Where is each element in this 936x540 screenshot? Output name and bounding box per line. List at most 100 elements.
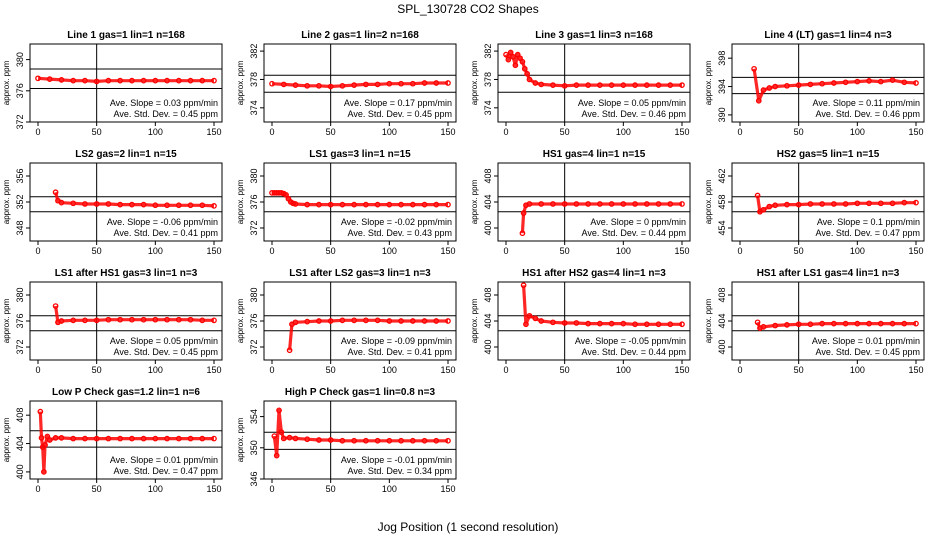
- plot-frame: [497, 43, 691, 123]
- x-tick-label: 100: [382, 365, 397, 375]
- chart-panel-14: High P Check gas=1 lin=0.8 n=3 0 50 100 150 3…: [236, 387, 457, 494]
- x-tick-label: 0: [503, 127, 508, 137]
- chart-panel-1: Line 1 gas=1 lin=1 n=168 0 50 100 150 372 376 3…: [2, 30, 223, 137]
- std-dev-annotation: Ave. Std. Dev. = 0.45 ppm: [348, 109, 452, 119]
- y-tick-label: 372: [15, 114, 25, 129]
- slope-annotation: Ave. Slope = 0 ppm/min: [590, 217, 686, 227]
- std-dev-annotation: Ave. Std. Dev. = 0.46 ppm: [816, 109, 920, 119]
- y-tick-label: 372: [249, 220, 259, 235]
- panel-title: HS1 gas=4 lin=1 n=15: [543, 149, 646, 160]
- y-tick-label: 374: [483, 100, 493, 115]
- chart-panel-13: Low P Check gas=1.2 lin=1 n=6 0 50 100 150 40…: [2, 387, 223, 494]
- panel-title: LS1 after HS1 gas=3 lin=1 n=3: [55, 268, 198, 279]
- x-tick-label: 100: [850, 127, 865, 137]
- std-dev-annotation: Ave. Std. Dev. = 0.44 ppm: [582, 228, 686, 238]
- x-tick-label: 100: [616, 246, 631, 256]
- x-tick-label: 150: [440, 127, 455, 137]
- y-axis-label: approx. ppm: [236, 179, 245, 224]
- data-series-line: [756, 195, 916, 214]
- x-tick-label: 50: [326, 246, 336, 256]
- y-tick-label: 372: [249, 339, 259, 354]
- panel-title: Low P Check gas=1.2 lin=1 n=6: [52, 387, 200, 398]
- y-axis-label: approx. ppm: [470, 60, 479, 105]
- chart-panel-12: HS1 after LS1 gas=4 lin=1 n=3 0 50 100 150 40…: [704, 268, 925, 375]
- x-tick-label: 150: [440, 484, 455, 494]
- x-tick-label: 50: [326, 365, 336, 375]
- y-tick-label: 380: [15, 287, 25, 302]
- y-tick-label: 390: [717, 107, 727, 122]
- panel-title: Line 2 gas=1 lin=2 n=168: [301, 30, 419, 41]
- slope-annotation: Ave. Slope = -0.02 ppm/min: [341, 217, 452, 227]
- x-tick-label: 0: [737, 127, 742, 137]
- data-series-line: [54, 191, 215, 208]
- slope-annotation: Ave. Slope = 0.11 ppm/min: [813, 98, 920, 108]
- data-series-line: [288, 318, 448, 351]
- data-series-line: [272, 191, 448, 207]
- slope-annotation: Ave. Slope = 0.1 ppm/min: [817, 217, 920, 227]
- y-tick-label: 408: [483, 287, 493, 302]
- slope-annotation: Ave. Slope = 0.03 ppm/min: [110, 98, 218, 108]
- data-series-line: [522, 285, 682, 326]
- chart-panels: Line 1 gas=1 lin=1 n=168 0 50 100 150 372 376 3…: [2, 30, 925, 494]
- x-tick-label: 150: [908, 365, 923, 375]
- figure-title: SPL_130728 CO2 Shapes: [397, 2, 538, 16]
- data-series-line: [752, 68, 917, 103]
- x-tick-label: 100: [148, 127, 163, 137]
- x-tick-label: 100: [148, 484, 163, 494]
- y-tick-label: 404: [717, 313, 727, 328]
- y-tick-label: 352: [15, 194, 25, 209]
- x-tick-label: 50: [92, 127, 102, 137]
- x-tick-label: 150: [206, 246, 221, 256]
- y-tick-label: 400: [483, 220, 493, 235]
- data-series-line: [54, 305, 214, 324]
- x-tick-label: 100: [850, 365, 865, 375]
- chart-panel-9: LS1 after HS1 gas=3 lin=1 n=3 0 50 100 150 37…: [2, 268, 223, 375]
- data-series-line: [756, 321, 916, 330]
- x-tick-label: 100: [616, 365, 631, 375]
- chart-panel-3: Line 3 gas=1 lin=3 n=168 0 50 100 150 374 378 3…: [470, 30, 691, 137]
- slope-annotation: Ave. Slope = -0.01 ppm/min: [341, 455, 452, 465]
- chart-panel-10: LS1 after LS2 gas=3 lin=1 n=3 0 50 100 150 37…: [236, 268, 457, 375]
- plot-frame: [263, 400, 457, 480]
- y-tick-label: 400: [483, 339, 493, 354]
- std-dev-annotation: Ave. Std. Dev. = 0.45 ppm: [114, 109, 218, 119]
- std-dev-annotation: Ave. Std. Dev. = 0.45 ppm: [114, 347, 218, 357]
- panel-title: HS1 after LS1 gas=4 lin=1 n=3: [757, 268, 900, 279]
- std-dev-annotation: Ave. Std. Dev. = 0.47 ppm: [114, 466, 218, 476]
- x-tick-label: 150: [206, 127, 221, 137]
- plot-frame: [29, 400, 223, 480]
- chart-panel-4: Line 4 (LT) gas=1 lin=4 n=3 0 50 100 150 390 3…: [704, 30, 925, 137]
- data-series-line: [504, 50, 682, 88]
- chart-panel-5: LS2 gas=2 lin=1 n=15 0 50 100 150 348 352 356 ap…: [2, 149, 223, 256]
- slope-annotation: Ave. Slope = 0.05 ppm/min: [578, 98, 686, 108]
- data-series-line: [37, 76, 214, 84]
- x-tick-label: 0: [269, 484, 274, 494]
- slope-annotation: Ave. Slope = -0.09 ppm/min: [341, 336, 452, 346]
- x-tick-label: 0: [35, 246, 40, 256]
- y-tick-label: 404: [15, 436, 25, 451]
- slope-annotation: Ave. Slope = 0.17 ppm/min: [344, 98, 452, 108]
- y-axis-label: approx. ppm: [704, 298, 713, 343]
- y-tick-label: 454: [717, 220, 727, 235]
- panel-title: HS1 after HS2 gas=4 lin=1 n=3: [522, 268, 666, 279]
- y-tick-label: 376: [249, 194, 259, 209]
- y-axis-label: approx. ppm: [236, 417, 245, 462]
- x-tick-label: 0: [35, 127, 40, 137]
- data-series-line: [272, 408, 448, 458]
- y-tick-label: 372: [15, 339, 25, 354]
- std-dev-annotation: Ave. Std. Dev. = 0.44 ppm: [582, 347, 686, 357]
- x-tick-label: 50: [560, 246, 570, 256]
- y-axis-label: approx. ppm: [236, 60, 245, 105]
- panel-title: High P Check gas=1 lin=0.8 n=3: [285, 387, 436, 398]
- x-tick-label: 0: [269, 246, 274, 256]
- x-tick-label: 150: [206, 365, 221, 375]
- chart-panel-7: HS1 gas=4 lin=1 n=15 0 50 100 150 400 404 408 ap…: [470, 149, 691, 256]
- panel-title: Line 4 (LT) gas=1 lin=4 n=3: [764, 30, 892, 41]
- x-tick-label: 100: [148, 246, 163, 256]
- plot-frame: [731, 43, 925, 123]
- x-tick-label: 0: [503, 365, 508, 375]
- slope-annotation: Ave. Slope = 0.01 ppm/min: [812, 336, 920, 346]
- x-tick-label: 150: [674, 246, 689, 256]
- panel-title: LS2 gas=2 lin=1 n=15: [75, 149, 177, 160]
- y-tick-label: 394: [717, 79, 727, 94]
